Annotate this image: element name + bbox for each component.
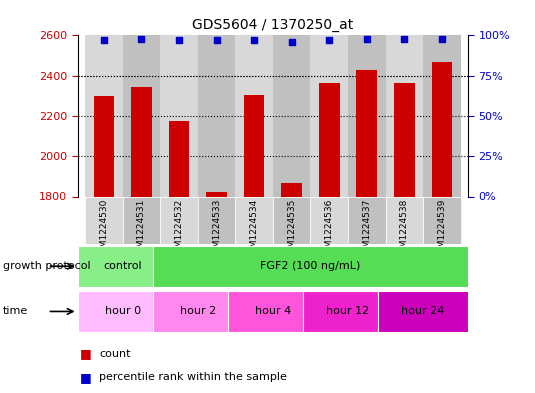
Text: GSM1224537: GSM1224537 — [362, 199, 371, 259]
Point — [325, 37, 333, 43]
Bar — [386, 196, 423, 244]
Bar — [85, 35, 123, 197]
Text: GSM1224536: GSM1224536 — [325, 199, 334, 259]
Bar — [235, 35, 273, 197]
Text: hour 12: hour 12 — [326, 307, 370, 316]
Text: hour 2: hour 2 — [180, 307, 216, 316]
Text: GSM1224534: GSM1224534 — [249, 199, 258, 259]
Bar — [273, 35, 310, 197]
Bar — [94, 96, 114, 196]
Bar — [235, 196, 273, 244]
Bar — [348, 196, 386, 244]
Text: time: time — [3, 307, 28, 316]
Text: hour 4: hour 4 — [255, 307, 291, 316]
Bar — [423, 196, 461, 244]
Text: GSM1224538: GSM1224538 — [400, 199, 409, 259]
Text: FGF2 (100 ng/mL): FGF2 (100 ng/mL) — [260, 261, 361, 271]
Point — [400, 35, 409, 42]
Bar — [386, 35, 423, 197]
Text: ■: ■ — [80, 371, 92, 384]
Point — [175, 37, 184, 43]
Text: hour 0: hour 0 — [104, 307, 141, 316]
Bar — [123, 196, 160, 244]
Bar — [78, 246, 167, 286]
Text: percentile rank within the sample: percentile rank within the sample — [99, 372, 287, 382]
Bar — [394, 83, 415, 196]
Bar — [273, 196, 310, 244]
Bar — [78, 291, 167, 332]
Bar — [228, 291, 318, 332]
Bar — [319, 83, 340, 196]
Bar — [378, 291, 468, 332]
Point — [362, 35, 371, 42]
Text: ■: ■ — [80, 347, 92, 360]
Bar — [348, 35, 386, 197]
Point — [438, 35, 446, 42]
Point — [250, 37, 258, 43]
Text: GSM1224531: GSM1224531 — [137, 199, 146, 259]
Text: count: count — [99, 349, 131, 359]
Bar — [198, 35, 235, 197]
Bar — [160, 35, 198, 197]
Bar — [423, 35, 461, 197]
Bar — [310, 35, 348, 197]
Bar — [206, 193, 227, 196]
Text: GSM1224539: GSM1224539 — [437, 199, 446, 259]
Point — [137, 35, 146, 42]
Point — [287, 39, 296, 45]
Text: GSM1224535: GSM1224535 — [287, 199, 296, 259]
Bar — [244, 95, 264, 196]
Bar — [160, 196, 198, 244]
Title: GDS5604 / 1370250_at: GDS5604 / 1370250_at — [192, 18, 354, 31]
Bar — [152, 246, 468, 286]
Bar — [169, 121, 189, 196]
Bar — [303, 291, 393, 332]
Bar — [356, 70, 377, 196]
Bar — [131, 87, 152, 196]
Bar — [123, 35, 160, 197]
Point — [100, 37, 108, 43]
Bar — [85, 196, 123, 244]
Text: hour 24: hour 24 — [401, 307, 445, 316]
Point — [212, 37, 221, 43]
Text: GSM1224532: GSM1224532 — [174, 199, 184, 259]
Bar — [281, 184, 302, 196]
Text: GSM1224530: GSM1224530 — [100, 199, 109, 259]
Text: control: control — [103, 261, 142, 271]
Bar — [310, 196, 348, 244]
Bar — [152, 291, 243, 332]
Bar — [432, 62, 452, 196]
Text: growth protocol: growth protocol — [3, 261, 90, 271]
Text: GSM1224533: GSM1224533 — [212, 199, 221, 259]
Bar — [198, 196, 235, 244]
